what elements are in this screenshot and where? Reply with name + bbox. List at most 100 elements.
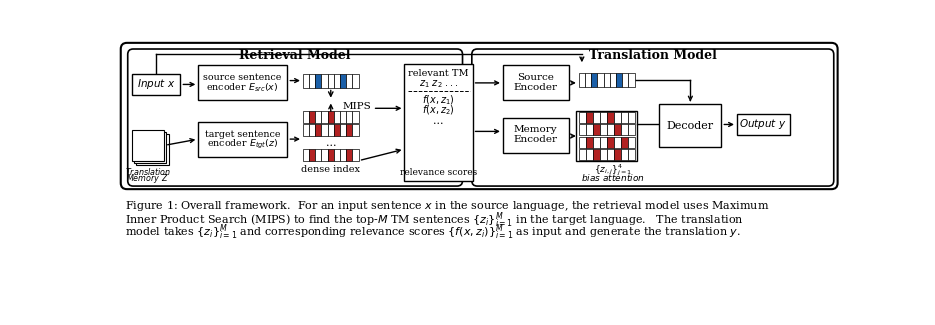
Bar: [599, 112, 607, 123]
Bar: [607, 124, 613, 135]
Text: ...: ...: [433, 116, 444, 126]
Bar: [613, 124, 621, 135]
Text: Encoder: Encoder: [513, 136, 557, 144]
Bar: [315, 149, 322, 161]
Bar: [621, 137, 627, 148]
Bar: [327, 74, 334, 87]
Bar: [303, 149, 309, 161]
Bar: [352, 74, 359, 87]
Bar: [405, 64, 472, 181]
Bar: [309, 74, 315, 87]
Bar: [352, 149, 359, 161]
Bar: [309, 124, 315, 136]
Bar: [613, 137, 621, 148]
Text: $Translation$: $Translation$: [124, 166, 171, 177]
Bar: [352, 111, 359, 123]
Bar: [627, 149, 635, 160]
Bar: [593, 137, 599, 148]
Bar: [585, 112, 593, 123]
Bar: [334, 111, 340, 123]
Bar: [593, 112, 599, 123]
Text: ...: ...: [325, 138, 336, 148]
Bar: [579, 112, 585, 123]
Text: $bias\ attention$: $bias\ attention$: [581, 172, 645, 183]
Text: Translation Model: Translation Model: [589, 49, 717, 62]
Text: relevance scores: relevance scores: [400, 168, 477, 177]
Bar: [303, 124, 309, 136]
Bar: [132, 130, 165, 161]
Bar: [579, 73, 585, 87]
Text: $\{z_{i,j}\}_{j=1}^{4}$: $\{z_{i,j}\}_{j=1}^{4}$: [594, 162, 632, 178]
Bar: [334, 74, 340, 87]
Bar: [737, 114, 789, 135]
Bar: [346, 149, 352, 161]
Bar: [340, 124, 346, 136]
Text: $Memory\ Z$: $Memory\ Z$: [126, 172, 169, 185]
Text: Source: Source: [517, 73, 554, 82]
Bar: [627, 112, 635, 123]
Bar: [613, 112, 621, 123]
Text: Figure 1: Overall framework.  For an input sentence $x$ in the source language, : Figure 1: Overall framework. For an inpu…: [124, 199, 769, 213]
Bar: [346, 111, 352, 123]
Text: Inner Product Search (MIPS) to find the top-$M$ TM sentences $\{z_i\}_{i=1}^{M}$: Inner Product Search (MIPS) to find the …: [124, 211, 743, 230]
Bar: [627, 124, 635, 135]
Bar: [621, 112, 627, 123]
Text: $f(x, z_1)$: $f(x, z_1)$: [423, 94, 454, 107]
Bar: [134, 132, 166, 163]
Text: Memory: Memory: [513, 125, 557, 134]
Bar: [599, 149, 607, 160]
Bar: [597, 73, 604, 87]
Bar: [591, 73, 597, 87]
Bar: [503, 118, 568, 153]
Bar: [340, 111, 346, 123]
Bar: [352, 124, 359, 136]
Text: $Input\ x$: $Input\ x$: [137, 77, 176, 91]
Bar: [315, 124, 322, 136]
Bar: [137, 135, 169, 165]
Bar: [599, 124, 607, 135]
Bar: [309, 149, 315, 161]
Bar: [334, 149, 340, 161]
Bar: [621, 124, 627, 135]
Bar: [309, 111, 315, 123]
Bar: [593, 149, 599, 160]
Text: $Output\ y$: $Output\ y$: [740, 117, 787, 132]
Bar: [610, 73, 616, 87]
FancyBboxPatch shape: [121, 43, 838, 189]
Bar: [585, 124, 593, 135]
Text: encoder $E_{src}(x)$: encoder $E_{src}(x)$: [207, 81, 279, 94]
Bar: [334, 124, 340, 136]
Bar: [604, 73, 610, 87]
Bar: [613, 149, 621, 160]
Bar: [198, 122, 287, 157]
Bar: [607, 137, 613, 148]
Bar: [303, 111, 309, 123]
Bar: [322, 74, 327, 87]
Bar: [322, 111, 327, 123]
Bar: [315, 74, 322, 87]
Bar: [622, 73, 628, 87]
Text: relevant TM: relevant TM: [409, 69, 468, 78]
Bar: [346, 74, 352, 87]
Bar: [322, 124, 327, 136]
Bar: [628, 73, 635, 87]
Bar: [585, 149, 593, 160]
Text: Retrieval Model: Retrieval Model: [239, 49, 351, 62]
Text: encoder $E_{tgt}(z)$: encoder $E_{tgt}(z)$: [207, 138, 278, 151]
FancyBboxPatch shape: [472, 49, 834, 186]
Bar: [577, 111, 637, 162]
Text: $z_1\ z_2\ ...$: $z_1\ z_2\ ...$: [419, 78, 458, 90]
Bar: [322, 149, 327, 161]
Text: model takes $\{z_i\}_{i=1}^{M}$ and corresponding relevance scores $\{f(x, z_i)\: model takes $\{z_i\}_{i=1}^{M}$ and corr…: [124, 222, 741, 242]
Bar: [327, 124, 334, 136]
Bar: [346, 124, 352, 136]
Bar: [303, 74, 309, 87]
Bar: [340, 149, 346, 161]
Text: $f(x, z_2)$: $f(x, z_2)$: [423, 104, 454, 117]
Bar: [579, 124, 585, 135]
Text: dense index: dense index: [301, 165, 360, 175]
Bar: [621, 149, 627, 160]
Bar: [579, 149, 585, 160]
Bar: [585, 73, 591, 87]
Bar: [340, 74, 346, 87]
